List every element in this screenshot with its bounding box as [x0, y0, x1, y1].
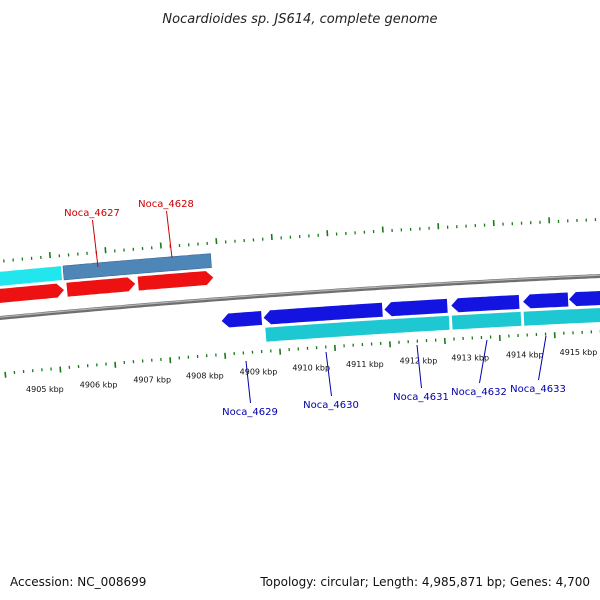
tick-mark: [224, 352, 227, 359]
kbp-label: 4907 kbp: [133, 376, 171, 385]
kbp-label: 4915 kbp: [560, 348, 598, 357]
gene-arrow: [0, 283, 64, 303]
label-leader-line: [92, 219, 99, 268]
tick-mark: [48, 252, 51, 259]
cds-block: [523, 308, 600, 326]
gene-arrow: [66, 277, 136, 297]
gene-label: Noca_4629: [222, 407, 278, 418]
label-leader-line: [538, 335, 547, 381]
tick-mark: [215, 238, 218, 245]
backbone: [0, 273, 600, 321]
tick-mark: [59, 366, 62, 373]
kbp-label: 4906 kbp: [80, 380, 118, 389]
accession-text: Accession: NC_008699: [10, 575, 146, 589]
genome-summary-text: Topology: circular; Length: 4,985,871 bp…: [259, 575, 590, 589]
gene-label: Noca_4632: [451, 387, 507, 398]
kbp-label: 4908 kbp: [186, 371, 224, 380]
gene-label: Noca_4630: [303, 400, 359, 411]
gene-label: Noca_4631: [393, 392, 449, 403]
gene-arrow: [523, 292, 569, 309]
gene-labels: Noca_4627 Noca_4628 Noca_4629 Noca_4630 Noca…: [64, 199, 566, 418]
gene-label: Noca_4627: [64, 208, 120, 219]
tick-mark: [4, 371, 7, 378]
kbp-label: 4909 kbp: [240, 367, 278, 376]
cds-block: [265, 315, 450, 342]
gene-arrow: [221, 311, 263, 328]
kbp-label: 4905 kbp: [26, 385, 64, 394]
gene-arrow: [384, 298, 448, 317]
label-leader-line: [416, 344, 422, 389]
misc-feature-block: [62, 253, 212, 281]
gene-label: Noca_4628: [138, 199, 194, 210]
gene-arrow: [451, 294, 520, 313]
gene-arrow: [569, 290, 600, 307]
feature-tracks: [0, 253, 600, 342]
tick-mark: [104, 247, 107, 254]
gene-arrow: [137, 271, 214, 291]
kbp-label: 4911 kbp: [346, 360, 384, 369]
tick-mark: [159, 242, 162, 249]
tick-mark: [169, 357, 172, 364]
label-leader-line: [166, 210, 173, 259]
kbp-label: 4914 kbp: [506, 351, 544, 360]
cds-block: [0, 266, 63, 286]
cds-block: [451, 311, 522, 330]
kbp-label: 4910 kbp: [292, 364, 330, 373]
label-leader-line: [479, 339, 488, 384]
backbone-line: [0, 273, 600, 321]
label-leader-line: [245, 360, 251, 404]
backbone-highlight: [0, 274, 600, 318]
kbp-label: 4913 kbp: [451, 354, 489, 363]
gene-arrow: [263, 302, 383, 325]
map-title: Nocardioides sp. JS614, complete genome: [162, 12, 437, 27]
tick-mark: [114, 361, 117, 368]
gene-label: Noca_4633: [510, 384, 566, 395]
label-leader-line: [325, 351, 332, 397]
